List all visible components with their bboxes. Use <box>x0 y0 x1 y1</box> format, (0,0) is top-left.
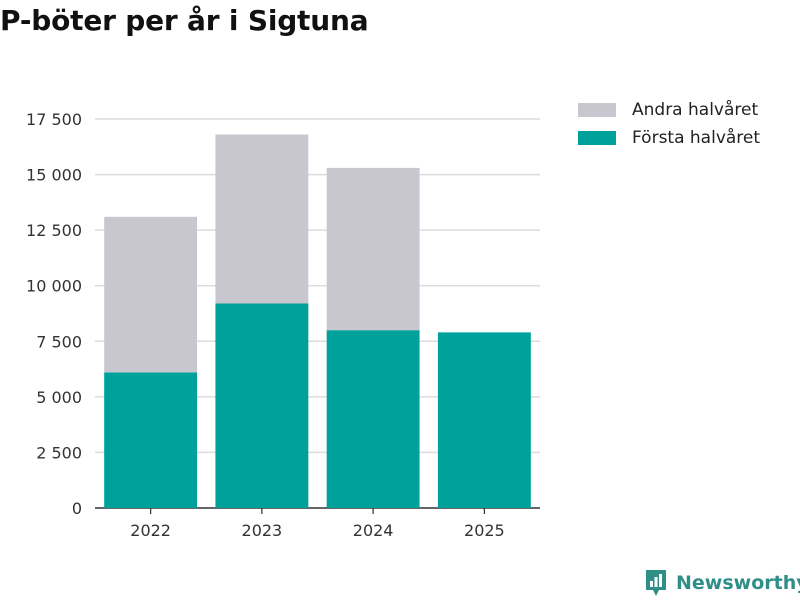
y-tick-label: 12 500 <box>26 221 82 240</box>
chart-title: P-böter per år i Sigtuna <box>0 4 369 37</box>
x-tick-label: 2024 <box>353 521 394 540</box>
legend-label-andra: Andra halvåret <box>632 100 759 120</box>
y-tick-label: 2 500 <box>36 443 82 462</box>
x-tick-label: 2022 <box>130 521 171 540</box>
bars <box>104 134 531 508</box>
legend-swatch-forsta <box>578 131 616 145</box>
y-tick-label: 15 000 <box>26 166 82 185</box>
bar-forsta-2022[interactable] <box>104 372 198 508</box>
x-tick-label: 2025 <box>464 521 505 540</box>
newsworthy-logo-icon <box>646 570 666 596</box>
legend-item-andra[interactable]: Andra halvåret <box>578 96 760 124</box>
y-tick-label: 10 000 <box>26 277 82 296</box>
bar-forsta-2024[interactable] <box>326 330 420 508</box>
newsworthy-logo-text: Newsworthy <box>676 572 800 594</box>
y-tick-label: 5 000 <box>36 388 82 407</box>
y-tick-label: 0 <box>72 499 82 518</box>
legend-label-forsta: Första halvåret <box>632 128 761 148</box>
bar-andra-2024[interactable] <box>326 167 420 331</box>
x-axis: 2022 2023 2024 2025 <box>130 508 505 540</box>
y-tick-label: 17 500 <box>26 110 82 129</box>
bar-forsta-2025[interactable] <box>437 332 531 508</box>
legend-item-forsta[interactable]: Första halvåret <box>578 124 760 152</box>
x-tick-label: 2023 <box>242 521 283 540</box>
legend: Andra halvåret Första halvåret <box>578 96 760 152</box>
bar-andra-2022[interactable] <box>104 216 198 373</box>
y-tick-label: 7 500 <box>36 332 82 351</box>
bar-andra-2023[interactable] <box>215 134 309 304</box>
legend-swatch-andra <box>578 103 616 117</box>
bar-forsta-2023[interactable] <box>215 303 309 508</box>
newsworthy-logo[interactable]: Newsworthy <box>644 568 800 598</box>
